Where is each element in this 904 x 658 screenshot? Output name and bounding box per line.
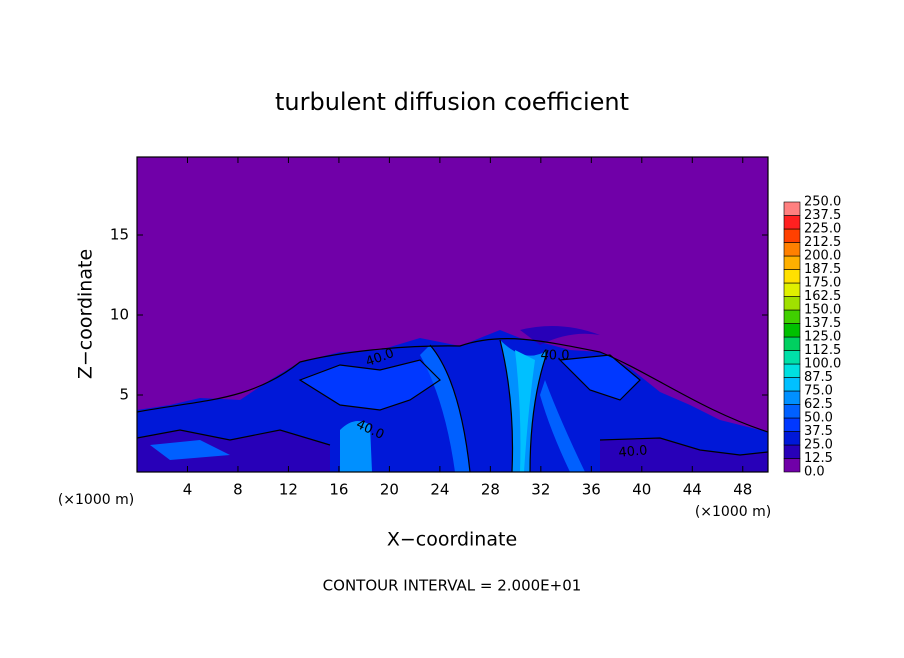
colorbar-band bbox=[783, 255, 801, 270]
colorbar-band bbox=[783, 431, 801, 446]
x-unit: (×1000 m) bbox=[695, 504, 771, 520]
field-region bbox=[300, 360, 440, 410]
field-region bbox=[520, 326, 600, 345]
field-region bbox=[420, 345, 470, 472]
y-tick-label: 10 bbox=[110, 306, 129, 324]
field-region bbox=[540, 380, 585, 472]
colorbar-label: 187.5 bbox=[804, 262, 841, 277]
colorbar-band bbox=[783, 228, 801, 243]
x-tick-label: 48 bbox=[733, 481, 752, 499]
x-tick-label: 12 bbox=[279, 481, 298, 499]
x-tick-label: 32 bbox=[531, 481, 550, 499]
field-region bbox=[137, 430, 330, 472]
x-tick-label: 20 bbox=[380, 481, 399, 499]
x-tick-label: 44 bbox=[683, 481, 702, 499]
contour-line bbox=[137, 429, 331, 446]
contour-line bbox=[599, 437, 768, 456]
colorbar-label: 150.0 bbox=[804, 303, 841, 318]
x-tick-label: 4 bbox=[183, 481, 193, 499]
colorbar-label: 212.5 bbox=[804, 235, 841, 250]
y-axis-label: Z−coordinate bbox=[75, 249, 97, 379]
colorbar-label: 12.5 bbox=[804, 451, 833, 466]
colorbar-label: 112.5 bbox=[804, 343, 841, 358]
footnote: CONTOUR INTERVAL = 2.000E+01 bbox=[323, 577, 582, 595]
colorbar-label: 62.5 bbox=[804, 397, 833, 412]
contour-line bbox=[529, 349, 549, 472]
colorbar-label: 225.0 bbox=[804, 222, 841, 237]
colorbar-label: 25.0 bbox=[804, 438, 833, 453]
field-region bbox=[340, 421, 372, 472]
field-region bbox=[600, 438, 768, 472]
colorbar-band bbox=[783, 201, 801, 216]
colorbar-label: 87.5 bbox=[804, 370, 833, 385]
field-region bbox=[515, 350, 535, 472]
colorbar-label: 37.5 bbox=[804, 424, 833, 439]
colorbar-band bbox=[783, 350, 801, 365]
colorbar-band bbox=[783, 215, 801, 230]
colorbar-band bbox=[783, 417, 801, 432]
contour-line bbox=[558, 354, 641, 401]
x-tick-label: 8 bbox=[233, 481, 243, 499]
colorbar-label: 125.0 bbox=[804, 330, 841, 345]
colorbar-label: 75.0 bbox=[804, 384, 833, 399]
x-unit: (×1000 m) bbox=[58, 492, 134, 508]
colorbar-label: 137.5 bbox=[804, 316, 841, 331]
colorbar-label: 100.0 bbox=[804, 357, 841, 372]
colorbar-label: 250.0 bbox=[804, 195, 841, 210]
colorbar-band bbox=[783, 444, 801, 459]
contour-line bbox=[429, 344, 471, 472]
x-tick-label: 28 bbox=[481, 481, 500, 499]
contour-field: 40.040.040.040.0 bbox=[137, 157, 768, 472]
y-tick-label: 5 bbox=[119, 386, 129, 404]
colorbar-label: 162.5 bbox=[804, 289, 841, 304]
colorbar-label: 237.5 bbox=[804, 208, 841, 223]
colorbar-band bbox=[783, 242, 801, 257]
colorbar-band bbox=[783, 323, 801, 338]
field-region bbox=[560, 355, 640, 400]
colorbar-band bbox=[783, 363, 801, 378]
y-tick-label: 15 bbox=[110, 226, 129, 244]
colorbar-band bbox=[783, 377, 801, 392]
x-tick-label: 24 bbox=[430, 481, 449, 499]
contour-line bbox=[137, 337, 768, 433]
field-region bbox=[150, 440, 230, 460]
contour-line bbox=[298, 359, 441, 411]
colorbar-band bbox=[783, 336, 801, 351]
colorbar-band bbox=[783, 404, 801, 419]
colorbar-band bbox=[783, 390, 801, 405]
colorbar-label: 200.0 bbox=[804, 249, 841, 264]
contour-label: 40.0 bbox=[541, 349, 570, 364]
x-tick-label: 16 bbox=[329, 481, 348, 499]
colorbar-band bbox=[783, 282, 801, 297]
colorbar-band bbox=[783, 309, 801, 324]
contour-label: 40.0 bbox=[618, 443, 648, 460]
colorbar-label: 50.0 bbox=[804, 411, 833, 426]
chart-title: turbulent diffusion coefficient bbox=[275, 88, 629, 116]
contour-line bbox=[499, 339, 514, 472]
x-axis-label: X−coordinate bbox=[387, 529, 517, 551]
colorbar-band bbox=[783, 458, 801, 473]
colorbar-band bbox=[783, 296, 801, 311]
x-tick-label: 40 bbox=[632, 481, 651, 499]
colorbar-label: 0.0 bbox=[804, 465, 825, 480]
x-tick-label: 36 bbox=[582, 481, 601, 499]
colorbar-band bbox=[783, 269, 801, 284]
colorbar-label: 175.0 bbox=[804, 276, 841, 291]
